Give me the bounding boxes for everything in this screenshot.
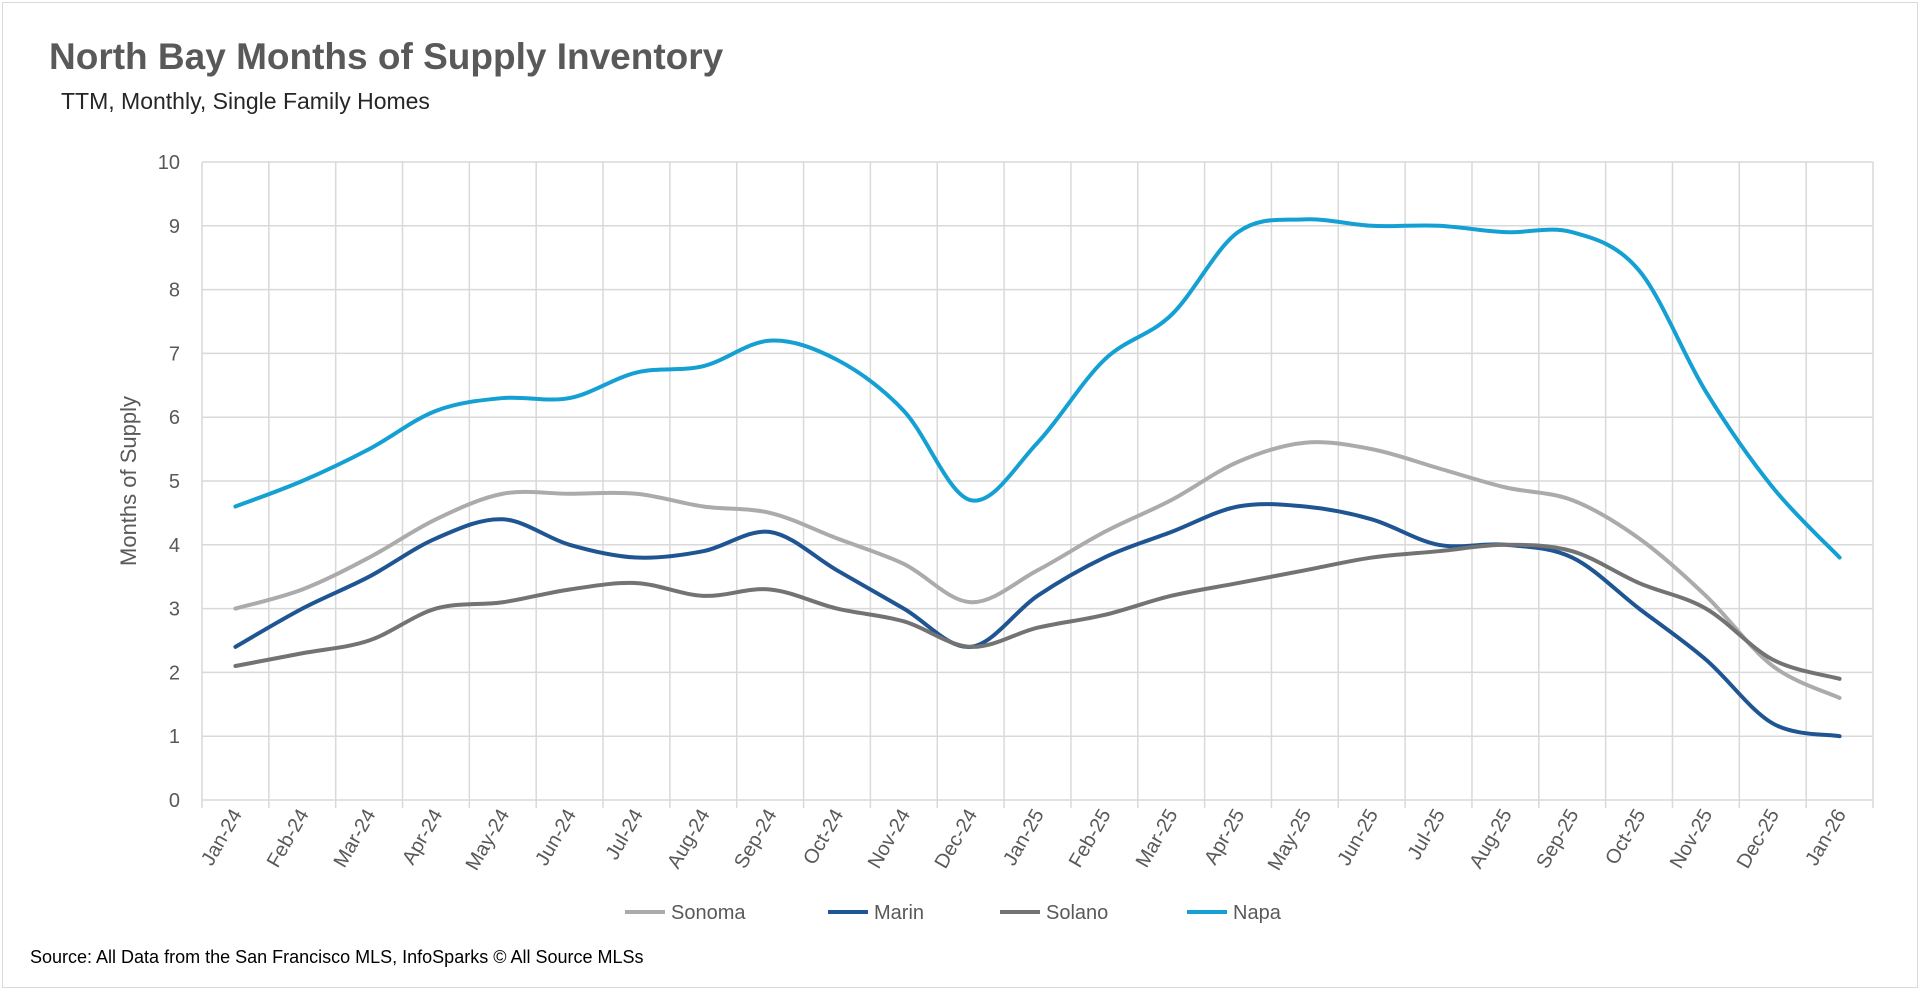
series-line-marin <box>233 502 1842 739</box>
y-tick-label: 4 <box>169 535 180 557</box>
series-line-napa <box>233 217 1842 560</box>
x-tick-label: May-24 <box>462 806 514 875</box>
x-tick-label: Aug-25 <box>1465 806 1516 873</box>
x-tick-label: Jul-25 <box>1404 806 1450 864</box>
source-note: Source: All Data from the San Francisco … <box>30 947 644 967</box>
x-tick-label: Nov-25 <box>1666 806 1717 873</box>
x-tick-label: Jan-26 <box>1801 806 1851 870</box>
x-tick-label: Aug-24 <box>663 806 714 873</box>
legend-label: Napa <box>1233 902 1282 924</box>
x-tick-label: May-25 <box>1264 806 1316 875</box>
y-axis-label: Months of Supply <box>116 396 141 566</box>
y-tick-label: 6 <box>169 407 180 429</box>
x-tick-label: Oct-25 <box>1601 806 1650 869</box>
x-tick-label: Jul-24 <box>601 806 647 864</box>
x-tick-label: Jun-24 <box>531 806 581 870</box>
x-tick-label: Oct-24 <box>799 806 848 869</box>
chart-subtitle: TTM, Monthly, Single Family Homes <box>61 88 430 114</box>
y-tick-label: 0 <box>169 790 180 812</box>
legend-label: Marin <box>874 902 924 924</box>
x-tick-label: Jun-25 <box>1333 806 1383 870</box>
y-tick-label: 1 <box>169 726 180 748</box>
legend-label: Solano <box>1046 902 1108 924</box>
y-tick-label: 7 <box>169 343 180 365</box>
y-tick-label: 3 <box>169 599 180 621</box>
x-tick-label: Feb-25 <box>1065 806 1116 872</box>
y-tick-label: 9 <box>169 216 180 238</box>
y-tick-label: 10 <box>158 152 180 174</box>
x-tick-label: Apr-25 <box>1200 806 1249 869</box>
x-tick-label: Mar-25 <box>1132 806 1183 872</box>
x-tick-label: Sep-25 <box>1532 806 1583 873</box>
x-tick-label: Jan-25 <box>999 806 1049 870</box>
x-tick-label: Sep-24 <box>730 806 781 873</box>
x-tick-label: Feb-24 <box>263 806 314 872</box>
legend-label: Sonoma <box>671 902 746 924</box>
x-tick-label: Nov-24 <box>864 806 915 873</box>
x-tick-label: Apr-24 <box>398 806 447 869</box>
x-tick-label: Mar-24 <box>330 806 381 872</box>
x-tick-label: Dec-25 <box>1733 806 1784 873</box>
series-line-sonoma <box>233 440 1842 700</box>
x-tick-label: Jan-24 <box>197 806 247 870</box>
y-tick-label: 2 <box>169 662 180 684</box>
x-tick-label: Dec-24 <box>931 806 982 873</box>
y-tick-label: 5 <box>169 471 180 493</box>
chart-title: North Bay Months of Supply Inventory <box>49 36 724 77</box>
y-tick-label: 8 <box>169 280 180 302</box>
series-line-solano <box>233 542 1842 681</box>
